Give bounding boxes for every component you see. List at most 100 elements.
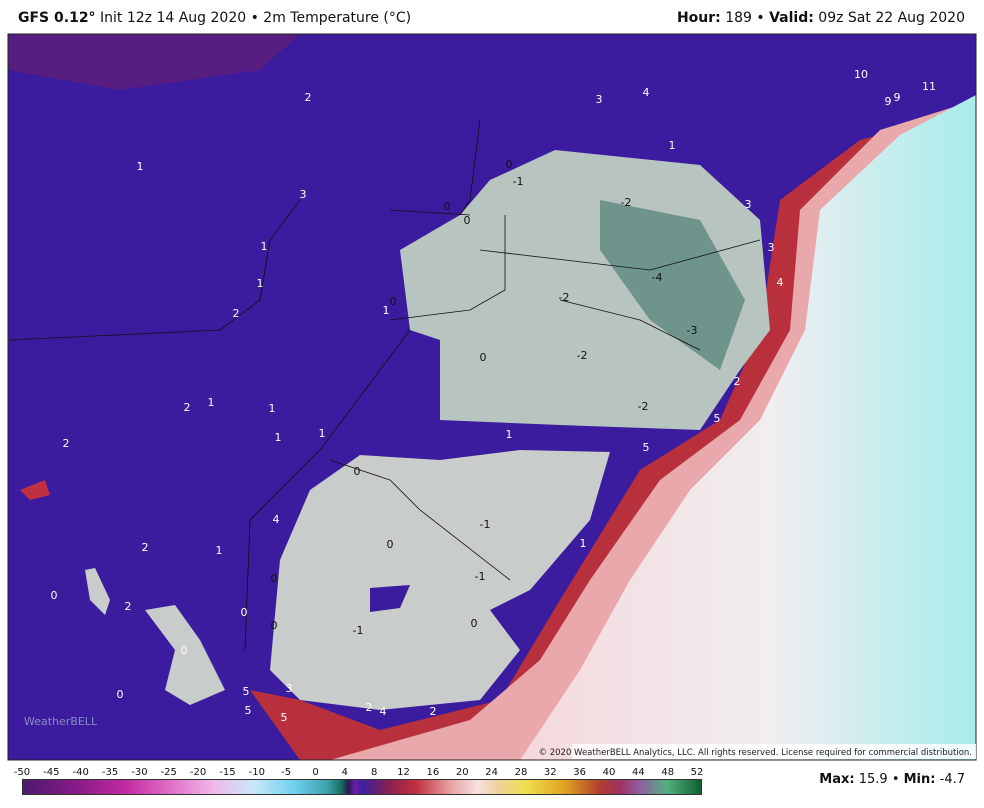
header-left: GFS 0.12° Init 12z 14 Aug 2020 • 2m Temp… <box>18 10 411 26</box>
temp-label: 5 <box>245 704 252 717</box>
temp-label: 0 <box>506 158 513 171</box>
warm-area <box>8 34 300 90</box>
temp-label: 2 <box>366 701 373 714</box>
temp-label: 1 <box>261 240 268 253</box>
colorbar-tick-label: 32 <box>544 767 557 778</box>
cold-area <box>145 605 225 705</box>
temp-label: 4 <box>777 276 784 289</box>
colorbar-tick-label: -30 <box>131 767 147 778</box>
temp-label: 5 <box>643 441 650 454</box>
temp-label: 2 <box>184 401 191 414</box>
footer: Max: 15.9 • Min: -4.7 <box>819 772 965 787</box>
temp-label: 2 <box>305 91 312 104</box>
colorbar-tick-label: -40 <box>73 767 89 778</box>
model: GFS 0.12° <box>18 10 96 26</box>
temp-label: 0 <box>241 606 248 619</box>
colorbar-tick-label: -35 <box>102 767 118 778</box>
temp-label: 11 <box>922 80 936 93</box>
temp-label: -2 <box>621 196 632 209</box>
borders <box>9 119 761 651</box>
valid-label: Valid: <box>769 10 814 26</box>
temp-label: 3 <box>286 682 293 695</box>
logo: WeatherBELL <box>24 715 98 728</box>
colorbar-tick-label: 28 <box>515 767 528 778</box>
temp-label: 0 <box>480 351 487 364</box>
temp-label: 0 <box>181 644 188 657</box>
temp-label: 9 <box>885 95 892 108</box>
colorbar-tick-label: 4 <box>342 767 348 778</box>
colorbar-tick-label: -25 <box>161 767 177 778</box>
temp-label: 0 <box>471 617 478 630</box>
cold-area <box>85 568 110 615</box>
temp-label: 3 <box>768 241 775 254</box>
colorbar-tick-label: -5 <box>281 767 291 778</box>
temp-label: 4 <box>380 705 387 718</box>
temp-label: 3 <box>596 93 603 106</box>
temp-label: 5 <box>714 412 721 425</box>
temp-label: 0 <box>354 465 361 478</box>
temp-label: 0 <box>464 214 471 227</box>
temp-label: 2 <box>233 307 240 320</box>
temp-label: -1 <box>475 570 486 583</box>
max: 15.9 <box>858 772 888 787</box>
map-frame <box>7 33 977 761</box>
colder-area <box>600 200 745 370</box>
temp-label: 2 <box>430 705 437 718</box>
colorbar-tick-label: -15 <box>219 767 235 778</box>
temp-label: -1 <box>480 518 491 531</box>
valid: 09z Sat 22 Aug 2020 <box>818 10 965 26</box>
temp-label: -2 <box>559 291 570 304</box>
colorbar-tick-label: 16 <box>427 767 440 778</box>
temp-label: -2 <box>638 400 649 413</box>
min: -4.7 <box>939 772 965 787</box>
temp-label: -1 <box>513 175 524 188</box>
temp-label: -1 <box>353 624 364 637</box>
temp-label: 2 <box>63 437 70 450</box>
colorbar-tick-label: -20 <box>190 767 206 778</box>
temp-label: 1 <box>506 428 513 441</box>
temp-label: 2 <box>125 600 132 613</box>
separator: • <box>891 772 900 787</box>
temp-label: 1 <box>319 427 326 440</box>
temp-label: 4 <box>273 513 280 526</box>
temp-label: 0 <box>444 200 451 213</box>
colorbar-tick-label: 0 <box>312 767 318 778</box>
run-info: Init 12z 14 Aug 2020 • 2m Temperature (°… <box>100 10 412 26</box>
warm-spot <box>20 480 50 500</box>
temp-label: 0 <box>387 538 394 551</box>
temp-label: 4 <box>643 86 650 99</box>
cold-area <box>270 450 610 710</box>
colorbar-tick-label: 52 <box>691 767 704 778</box>
temp-label: 2 <box>734 375 741 388</box>
temp-label: 9 <box>894 91 901 104</box>
temp-label: 1 <box>580 537 587 550</box>
temp-label: 3 <box>300 188 307 201</box>
temp-label: 0 <box>117 688 124 701</box>
separator: • <box>756 10 765 26</box>
colorbar-tick-label: 48 <box>661 767 674 778</box>
temp-label: 1 <box>383 304 390 317</box>
min-label: Min: <box>903 772 936 787</box>
hour: 189 <box>725 10 752 26</box>
temp-label: 0 <box>390 295 397 308</box>
temp-label: 1 <box>269 402 276 415</box>
temp-label: 1 <box>208 396 215 409</box>
hour-label: Hour: <box>676 10 721 26</box>
lake <box>370 585 410 612</box>
colorbar-tick-label: -10 <box>249 767 265 778</box>
temp-label: -4 <box>652 271 663 284</box>
temp-label: 0 <box>271 619 278 632</box>
temp-label: 2 <box>142 541 149 554</box>
max-label: Max: <box>819 772 855 787</box>
temp-label: 1 <box>137 160 144 173</box>
colorbar-tick-label: 44 <box>632 767 645 778</box>
colorbar <box>22 779 702 795</box>
copyright-bg <box>572 744 976 759</box>
colorbar-tick-label: 24 <box>485 767 498 778</box>
temp-label: 5 <box>281 711 288 724</box>
colorbar-tick-label: 36 <box>573 767 586 778</box>
temp-label: 1 <box>669 139 676 152</box>
colorbar-tick-label: 40 <box>603 767 616 778</box>
